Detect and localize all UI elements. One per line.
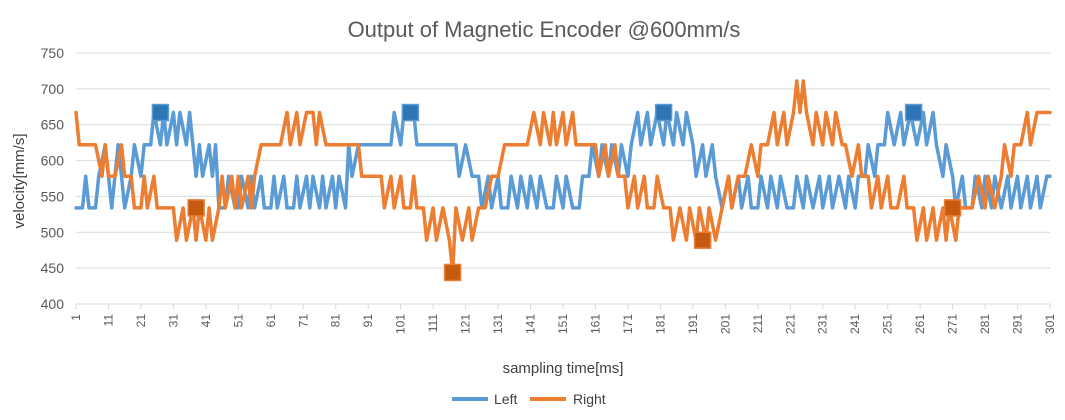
chart-title: Output of Magnetic Encoder @600mm/s	[348, 17, 741, 42]
y-axis-label: velocity[mm/s]	[11, 133, 28, 228]
x-tick-label: 31	[166, 314, 180, 328]
x-tick-label: 191	[686, 314, 700, 334]
legend-label-right: Right	[573, 391, 606, 407]
series-line-left	[74, 110, 1052, 210]
x-tick-label: 81	[329, 314, 343, 328]
x-tick-label: 241	[848, 314, 862, 334]
x-tick-label: 101	[394, 314, 408, 334]
x-tick-label: 91	[361, 314, 375, 328]
marker-right	[443, 263, 462, 282]
marker-right	[943, 199, 962, 217]
x-tick-label: 121	[459, 314, 473, 334]
marker-left	[401, 103, 420, 122]
x-tick-label: 21	[134, 314, 148, 328]
x-tick-label: 301	[1043, 314, 1057, 334]
legend-label-left: Left	[494, 391, 517, 407]
y-tick-label: 450	[41, 260, 65, 276]
x-tick-label: 291	[1011, 314, 1025, 334]
y-tick-label: 750	[41, 45, 65, 61]
y-tick-label: 500	[41, 224, 65, 240]
x-tick-label: 71	[296, 314, 310, 328]
x-tick-label: 251	[881, 314, 895, 334]
series-line-right	[74, 79, 1052, 275]
y-tick-label: 400	[41, 296, 65, 312]
y-tick-labels: 400 450 500 550 600 650 700 750	[41, 45, 65, 312]
y-tick-label: 600	[41, 153, 65, 169]
x-tick-label: 261	[913, 314, 927, 334]
x-tick-label: 281	[978, 314, 992, 334]
x-tick-label: 41	[199, 314, 213, 328]
y-tick-label: 700	[41, 81, 65, 97]
y-tick-label: 550	[41, 188, 65, 204]
x-tick-label: 51	[231, 314, 245, 328]
y-tick-label: 650	[41, 117, 65, 133]
x-tick-label: 211	[751, 314, 765, 333]
x-tick-label: 141	[524, 314, 538, 334]
x-tick-label: 11	[101, 314, 115, 327]
x-tick-label: 1	[69, 314, 83, 321]
x-axis-label: sampling time[ms]	[503, 360, 624, 377]
x-tick-label: 151	[556, 314, 570, 334]
x-tick-labels: 1 11 21 31 41 51 61 71 81 91 101 111 121 131 141 151 161…	[69, 314, 1057, 334]
x-tick-label: 171	[621, 314, 635, 334]
x-tick-label: 201	[718, 314, 732, 334]
x-tick-label: 221	[783, 314, 797, 334]
legend[interactable]: Left Right	[452, 391, 606, 407]
x-tick-label: 271	[946, 314, 960, 334]
x-tick-label: 161	[588, 314, 602, 334]
x-tick-label: 111	[426, 314, 440, 333]
marker-left	[151, 103, 170, 122]
marker-right	[693, 231, 712, 249]
marker-right	[187, 199, 205, 217]
marker-left	[904, 103, 923, 122]
series-lines	[74, 79, 1052, 275]
marker-left	[654, 103, 673, 122]
series-markers	[151, 103, 962, 282]
x-tick-label: 181	[653, 314, 667, 334]
x-tick-label: 61	[264, 314, 278, 328]
x-tick-label: 231	[816, 314, 830, 334]
x-tick-label: 131	[491, 314, 505, 334]
